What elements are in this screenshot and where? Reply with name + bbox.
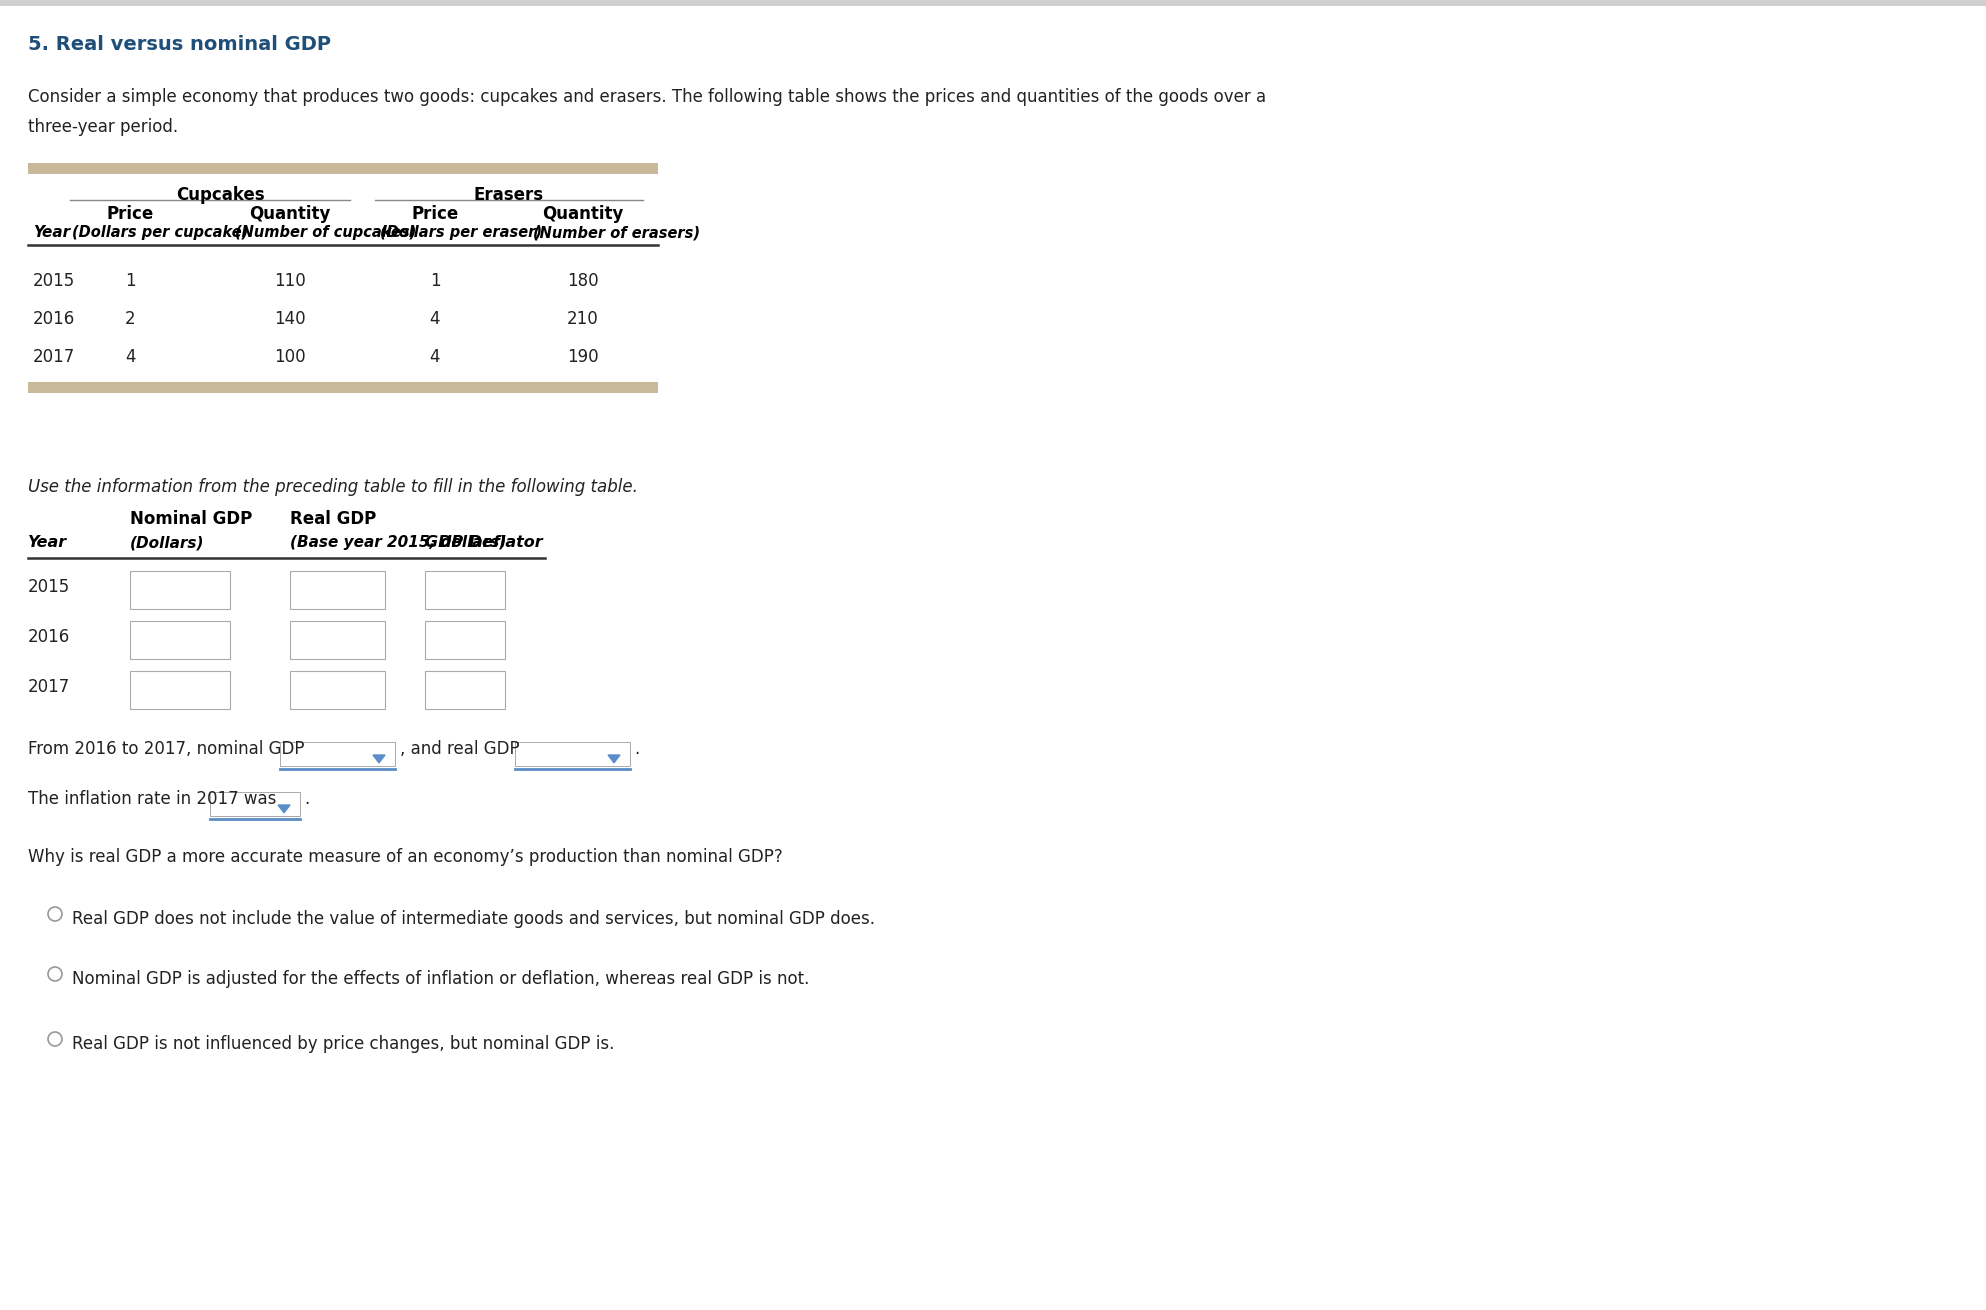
Bar [0,0,1986,7]
Polygon shape [373,755,385,762]
Text: 1: 1 [429,272,441,290]
Text: (Base year 2015, dollars): (Base year 2015, dollars) [290,534,506,550]
Text: Nominal GDP: Nominal GDP [129,510,252,528]
Text: Quantity: Quantity [542,204,624,223]
Text: 2: 2 [125,310,135,328]
Polygon shape [278,806,290,812]
Text: Real GDP is not influenced by price changes, but nominal GDP is.: Real GDP is not influenced by price chan… [71,1035,614,1053]
Bar [211,793,300,816]
Bar [425,621,504,659]
Text: 190: 190 [568,348,600,365]
Text: 110: 110 [274,272,306,290]
Bar [28,383,657,393]
Bar [425,571,504,609]
Bar [28,162,657,174]
Text: Real GDP: Real GDP [290,510,375,528]
Text: 100: 100 [274,348,306,365]
Bar [290,621,385,659]
Text: Real GDP does not include the value of intermediate goods and services, but nomi: Real GDP does not include the value of i… [71,910,876,927]
Text: 140: 140 [274,310,306,328]
Text: 4: 4 [429,348,441,365]
Text: (Number of erasers): (Number of erasers) [532,225,699,240]
Text: Cupcakes: Cupcakes [175,186,264,204]
Text: (Dollars per eraser): (Dollars per eraser) [379,225,542,240]
Text: Consider a simple economy that produces two goods: cupcakes and erasers. The fol: Consider a simple economy that produces … [28,88,1267,106]
Text: GDP Deflator: GDP Deflator [425,534,542,550]
Bar [129,571,230,609]
Text: 2016: 2016 [34,310,75,328]
Bar [425,671,504,709]
Text: (Dollars): (Dollars) [129,534,205,550]
Text: (Number of cupcakes): (Number of cupcakes) [234,225,417,240]
Text: Year: Year [34,225,70,240]
Text: 2017: 2017 [28,679,70,696]
Text: 210: 210 [568,310,600,328]
Text: Year: Year [28,534,68,550]
Bar [280,741,395,766]
Text: 2015: 2015 [34,272,75,290]
Text: .: . [634,740,639,758]
Text: Use the information from the preceding table to fill in the following table.: Use the information from the preceding t… [28,478,638,496]
Text: Quantity: Quantity [250,204,332,223]
Text: , and real GDP: , and real GDP [399,740,520,758]
Text: Why is real GDP a more accurate measure of an economy’s production than nominal : Why is real GDP a more accurate measure … [28,848,782,866]
Text: 4: 4 [125,348,135,365]
Text: From 2016 to 2017, nominal GDP: From 2016 to 2017, nominal GDP [28,740,304,758]
Bar [129,621,230,659]
Text: 2016: 2016 [28,627,70,646]
Text: The inflation rate in 2017 was: The inflation rate in 2017 was [28,790,276,808]
Text: 4: 4 [429,310,441,328]
Text: 2015: 2015 [28,578,70,596]
Polygon shape [608,755,620,762]
Bar [514,741,630,766]
Text: .: . [304,790,310,808]
Text: 2017: 2017 [34,348,75,365]
Bar [290,671,385,709]
Text: 1: 1 [125,272,135,290]
Text: Nominal GDP is adjusted for the effects of inflation or deflation, whereas real : Nominal GDP is adjusted for the effects … [71,969,810,988]
Bar [290,571,385,609]
Text: Erasers: Erasers [475,186,544,204]
Bar [129,671,230,709]
Text: 180: 180 [568,272,600,290]
Text: (Dollars per cupcake): (Dollars per cupcake) [71,225,248,240]
Text: three-year period.: three-year period. [28,118,179,136]
Text: Price: Price [107,204,153,223]
Text: 5. Real versus nominal GDP: 5. Real versus nominal GDP [28,35,332,54]
Text: Price: Price [411,204,459,223]
